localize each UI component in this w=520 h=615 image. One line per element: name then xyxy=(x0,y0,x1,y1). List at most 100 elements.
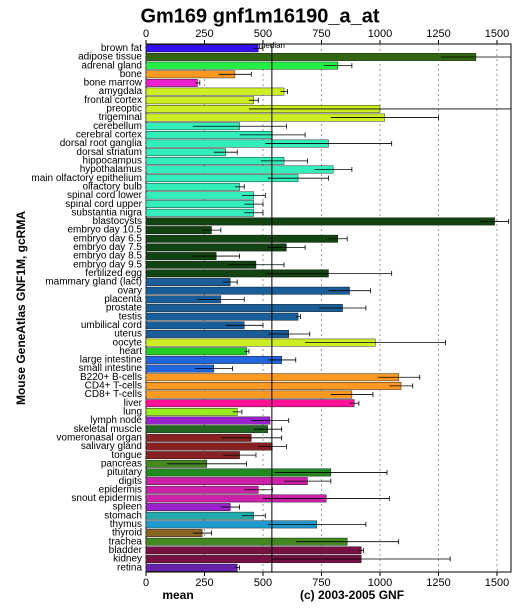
category-label: uterus xyxy=(114,329,142,340)
category-label: substantia nigra xyxy=(71,207,142,218)
x-tick-label: 250 xyxy=(195,577,213,589)
x-tick-label: 500 xyxy=(254,28,272,40)
category-label: blastocysts xyxy=(93,216,142,227)
y-axis-label: Mouse GeneAtlas GNF1M, gcRMA xyxy=(14,211,28,405)
bar xyxy=(145,511,254,520)
category-label: spleen xyxy=(113,502,142,513)
bar xyxy=(145,407,238,416)
bar xyxy=(145,234,339,243)
category-label: spinal cord upper xyxy=(65,199,142,210)
x-axis-label: mean xyxy=(162,588,193,602)
copyright: (c) 2003-2005 GNF xyxy=(300,588,404,602)
category-label: tongue xyxy=(111,450,142,461)
category-label: liver xyxy=(124,398,143,409)
category-label: oocyte xyxy=(113,337,143,348)
bar xyxy=(145,563,238,572)
bar xyxy=(145,200,254,209)
bar xyxy=(145,503,231,511)
category-label: salivary gland xyxy=(81,441,142,452)
bar xyxy=(145,182,240,191)
category-label: amygdala xyxy=(99,86,143,97)
x-tick-label: 1500 xyxy=(485,28,509,40)
category-label: digits xyxy=(119,476,142,487)
category-label: stomach xyxy=(104,510,142,521)
category-label: skeletal muscle xyxy=(74,424,143,435)
category-label: adrenal gland xyxy=(81,60,142,71)
category-label: hippocampus xyxy=(83,155,142,166)
category-label: embryo day 10.5 xyxy=(68,225,143,236)
category-label: dorsal root ganglia xyxy=(60,138,143,149)
bar xyxy=(145,425,268,434)
category-label: ovary xyxy=(118,285,142,296)
bar xyxy=(145,208,254,217)
bar xyxy=(145,477,308,485)
category-label: cerebral cortex xyxy=(76,130,142,141)
x-tick-label: 1500 xyxy=(485,577,509,589)
category-label: thymus xyxy=(110,519,142,530)
bar xyxy=(145,96,254,105)
category-label: kidney xyxy=(113,554,142,565)
median-label: median xyxy=(259,41,285,50)
category-label: bone marrow xyxy=(84,78,143,89)
category-label: preoptic xyxy=(106,104,142,115)
bar xyxy=(145,191,254,200)
bar xyxy=(145,165,334,174)
category-label: bone xyxy=(120,69,143,80)
category-label: frontal cortex xyxy=(84,95,142,106)
category-label: adipose tissue xyxy=(78,52,142,63)
category-label: CD4+ T-cells xyxy=(85,381,142,392)
category-label: embryo day 6.5 xyxy=(73,233,142,244)
category-label: placenta xyxy=(104,294,142,305)
bar xyxy=(145,53,477,61)
category-label: small intestine xyxy=(79,363,143,374)
category-label: trigeminal xyxy=(99,112,142,123)
bar xyxy=(145,304,343,312)
x-tick-label: 1250 xyxy=(426,577,450,589)
bar xyxy=(145,442,273,451)
bar xyxy=(145,485,259,494)
category-label: dorsal striatum xyxy=(76,147,142,158)
category-label: brown fat xyxy=(101,43,142,54)
bar xyxy=(145,546,362,555)
x-tick-label: 1250 xyxy=(426,28,450,40)
category-label: thyroid xyxy=(112,528,142,539)
bar xyxy=(145,243,287,252)
bar xyxy=(145,286,350,295)
category-label: mammary gland (lact) xyxy=(45,277,142,288)
bar xyxy=(145,87,285,96)
bar xyxy=(145,44,259,53)
bar xyxy=(145,217,495,226)
category-label: snout epidermis xyxy=(71,493,142,504)
category-label: bladder xyxy=(109,545,143,556)
category-label: embryo day 7.5 xyxy=(73,242,142,253)
category-label: fertilized egg xyxy=(85,268,142,279)
x-tick-label: 1000 xyxy=(368,577,392,589)
x-tick-label: 1000 xyxy=(368,28,392,40)
category-label: olfactory bulb xyxy=(83,181,143,192)
bar xyxy=(145,312,299,321)
bar xyxy=(145,356,282,364)
category-label: cerebellum xyxy=(93,121,142,132)
category-label: prostate xyxy=(106,303,143,314)
category-label: pancreas xyxy=(101,458,142,469)
category-label: CD8+ T-cells xyxy=(85,389,142,400)
category-label: heart xyxy=(119,346,142,357)
category-label: main olfactory epithelium xyxy=(31,173,142,184)
bar xyxy=(145,61,339,70)
x-tick-label: 0 xyxy=(143,28,149,40)
category-label: pituitary xyxy=(107,467,142,478)
category-label: trachea xyxy=(109,536,143,547)
category-label: retina xyxy=(117,562,142,573)
bar xyxy=(145,278,231,286)
bar xyxy=(145,399,355,408)
category-label: lymph node xyxy=(90,415,142,426)
category-label: testis xyxy=(119,311,142,322)
category-label: hypothalamus xyxy=(80,164,142,175)
category-label: spinal cord lower xyxy=(67,190,143,201)
x-tick-label: 500 xyxy=(254,577,272,589)
bar xyxy=(145,330,289,338)
bar xyxy=(145,79,198,87)
bar xyxy=(145,226,212,234)
category-label: umbilical cord xyxy=(81,320,142,331)
